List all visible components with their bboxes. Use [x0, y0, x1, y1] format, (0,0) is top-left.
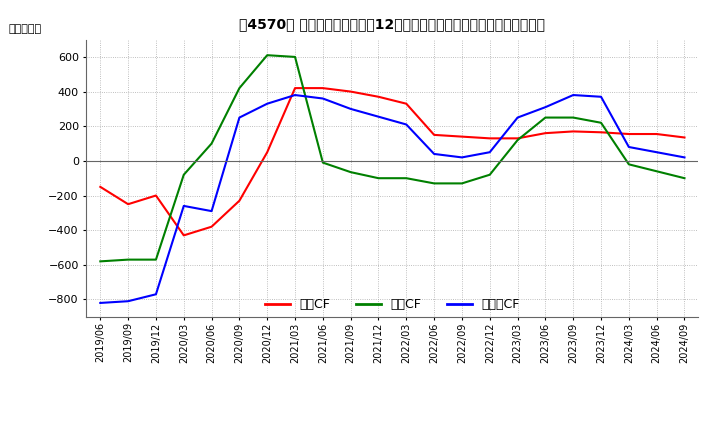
- Line: 営業CF: 営業CF: [100, 88, 685, 235]
- 営業CF: [680, 135, 689, 140]
- 営業CF: [96, 184, 104, 190]
- フリーCF: [597, 94, 606, 99]
- フリーCF: [513, 115, 522, 120]
- 営業CF: [152, 193, 161, 198]
- フリーCF: [374, 114, 383, 119]
- Line: 投資CF: 投資CF: [100, 55, 685, 261]
- 投資CF: [485, 172, 494, 177]
- 投資CF: [263, 52, 271, 58]
- 営業CF: [207, 224, 216, 229]
- 投資CF: [680, 176, 689, 181]
- 投資CF: [152, 257, 161, 262]
- 投資CF: [513, 137, 522, 143]
- 投資CF: [541, 115, 550, 120]
- 投資CF: [458, 181, 467, 186]
- 営業CF: [430, 132, 438, 138]
- 営業CF: [569, 129, 577, 134]
- 投資CF: [207, 141, 216, 146]
- フリーCF: [346, 106, 355, 111]
- 投資CF: [179, 172, 188, 177]
- フリーCF: [235, 115, 243, 120]
- 投資CF: [430, 181, 438, 186]
- 営業CF: [402, 101, 410, 106]
- フリーCF: [263, 101, 271, 106]
- フリーCF: [207, 209, 216, 214]
- 営業CF: [624, 132, 633, 137]
- 投資CF: [569, 115, 577, 120]
- フリーCF: [569, 92, 577, 98]
- 営業CF: [291, 85, 300, 91]
- 投資CF: [402, 176, 410, 181]
- フリーCF: [485, 150, 494, 155]
- 投資CF: [346, 169, 355, 175]
- 営業CF: [124, 202, 132, 207]
- フリーCF: [430, 151, 438, 157]
- 営業CF: [318, 85, 327, 91]
- フリーCF: [458, 155, 467, 160]
- 投資CF: [652, 169, 661, 174]
- Legend: 営業CF, 投資CF, フリーCF: 営業CF, 投資CF, フリーCF: [260, 293, 525, 316]
- 投資CF: [374, 176, 383, 181]
- 投資CF: [291, 54, 300, 59]
- フリーCF: [124, 299, 132, 304]
- 営業CF: [652, 132, 661, 137]
- 営業CF: [485, 136, 494, 141]
- フリーCF: [179, 203, 188, 209]
- 営業CF: [346, 89, 355, 94]
- 営業CF: [263, 150, 271, 155]
- Title: ［4570］ キャッシュフローの12か月移動合計の対前年同期増減額の推移: ［4570］ キャッシュフローの12か月移動合計の対前年同期増減額の推移: [239, 18, 546, 32]
- 投資CF: [96, 259, 104, 264]
- 営業CF: [541, 131, 550, 136]
- フリーCF: [402, 122, 410, 127]
- フリーCF: [652, 150, 661, 155]
- 投資CF: [235, 85, 243, 91]
- 投資CF: [597, 120, 606, 125]
- フリーCF: [624, 144, 633, 150]
- フリーCF: [541, 105, 550, 110]
- 営業CF: [513, 136, 522, 141]
- 営業CF: [458, 134, 467, 139]
- 営業CF: [235, 198, 243, 203]
- フリーCF: [96, 300, 104, 305]
- フリーCF: [152, 292, 161, 297]
- 営業CF: [374, 94, 383, 99]
- Line: フリーCF: フリーCF: [100, 95, 685, 303]
- 営業CF: [597, 130, 606, 135]
- フリーCF: [318, 96, 327, 101]
- 営業CF: [179, 233, 188, 238]
- 投資CF: [318, 160, 327, 165]
- 投資CF: [124, 257, 132, 262]
- 投資CF: [624, 161, 633, 167]
- フリーCF: [291, 92, 300, 98]
- Y-axis label: （百万円）: （百万円）: [9, 24, 42, 34]
- フリーCF: [680, 155, 689, 160]
